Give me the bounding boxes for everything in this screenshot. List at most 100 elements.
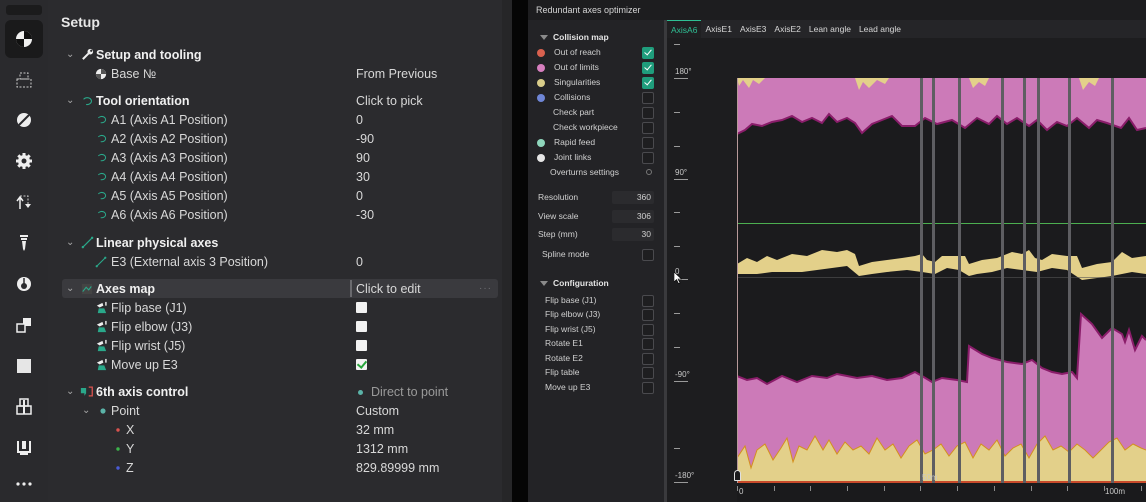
collision-map-plot[interactable] [737, 78, 1146, 483]
tab-axis-a6[interactable]: AxisA6 [667, 20, 702, 38]
cm-check-workpiece[interactable]: Check workpiece [528, 121, 664, 135]
tree-row-e3[interactable]: E3 (External axis 3 Position) 0 [48, 252, 502, 271]
a3-value[interactable]: 90 [356, 150, 370, 165]
flip-wrist-checkbox[interactable] [356, 340, 367, 351]
cm-check-part[interactable]: Check part [528, 106, 664, 120]
cfg-rotate-e2[interactable]: Rotate E2 [528, 352, 664, 366]
setup-scrollbar[interactable] [502, 0, 512, 502]
chevron-down-icon[interactable]: ⌄ [66, 236, 75, 248]
axes-map-value[interactable]: Click to edit [356, 281, 421, 296]
a5-value[interactable]: 0 [356, 188, 363, 203]
tree-row-a5[interactable]: A5 (Axis A5 Position) 0 [48, 186, 502, 205]
spline-mode-row[interactable]: Spline mode [528, 248, 664, 262]
point-value[interactable]: Custom [356, 403, 400, 418]
tool-orientation-value[interactable]: Click to pick [356, 93, 423, 108]
tree-section-setup-and-tooling[interactable]: ⌄ Setup and tooling [48, 45, 502, 64]
tab-lean-angle[interactable]: Lean angle [808, 24, 851, 34]
cm-singularities[interactable]: Singularities [528, 76, 664, 90]
tree-row-x[interactable]: X 32 mm [48, 420, 502, 439]
cfg-flip-table[interactable]: Flip table [528, 366, 664, 380]
copy-rail-button[interactable] [5, 306, 43, 344]
cfg-rotate-e1-checkbox[interactable] [642, 338, 654, 350]
tab-lead-angle[interactable]: Lead angle [858, 24, 902, 34]
cm-out-of-reach[interactable]: Out of reach [528, 46, 664, 60]
cfg-move-up-e3[interactable]: Move up E3 [528, 381, 664, 395]
gear-icon[interactable] [646, 169, 652, 175]
tree-row-point[interactable]: ⌄ Point Custom [48, 401, 502, 420]
tree-row-flip-elbow[interactable]: Flip elbow (J3) [48, 317, 502, 336]
a1-value[interactable]: 0 [356, 112, 363, 127]
cfg-flip-base-checkbox[interactable] [642, 295, 654, 307]
robot-rail-button[interactable] [5, 429, 43, 467]
chevron-down-icon[interactable]: ⌄ [66, 385, 75, 397]
check-workpiece-checkbox[interactable] [642, 122, 654, 134]
cfg-flip-wrist[interactable]: Flip wrist (J5) [528, 323, 664, 337]
cm-collisions[interactable]: Collisions [528, 91, 664, 105]
tree-section-tool-orientation[interactable]: ⌄ Tool orientation Click to pick [48, 91, 502, 110]
cm-out-of-limits[interactable]: Out of limits [528, 61, 664, 75]
view-scale-input[interactable]: 306 [612, 210, 654, 223]
sidebar-splitter[interactable] [664, 20, 667, 502]
move-up-e3-checkbox[interactable] [356, 359, 367, 370]
tree-section-6th-axis-control[interactable]: ⌄ 6th axis control Direct to point [48, 382, 502, 401]
link-rail-button[interactable] [5, 183, 43, 221]
x-value[interactable]: 32 mm [356, 422, 395, 437]
cm-joint-links[interactable]: Joint links [528, 151, 664, 165]
feed-rail-button[interactable] [5, 265, 43, 303]
tree-row-a2[interactable]: A2 (Axis A2 Position) -90 [48, 129, 502, 148]
cfg-rotate-e2-checkbox[interactable] [642, 353, 654, 365]
tab-axis-e1[interactable]: AxisE1 [705, 24, 732, 34]
resolution-input[interactable]: 360 [612, 191, 654, 204]
base-value[interactable]: From Previous [356, 66, 438, 81]
tool-rail-button[interactable] [5, 101, 43, 139]
singularities-checkbox[interactable] [642, 77, 654, 89]
tree-row-a6[interactable]: A6 (Axis A6 Position) -30 [48, 205, 502, 224]
collision-map-header[interactable]: Collision map [540, 32, 609, 42]
flip-elbow-checkbox[interactable] [356, 321, 367, 332]
e3-value[interactable]: 0 [356, 254, 363, 269]
chevron-down-icon[interactable]: ⌄ [66, 282, 75, 294]
chevron-down-icon[interactable]: ⌄ [66, 48, 75, 60]
cfg-flip-elbow[interactable]: Flip elbow (J3) [528, 308, 664, 322]
more-options-button[interactable]: ··· [479, 283, 492, 294]
tree-section-linear-axes[interactable]: ⌄ Linear physical axes [48, 233, 502, 252]
tree-row-a1[interactable]: A1 (Axis A1 Position) 0 [48, 110, 502, 129]
a2-value[interactable]: -90 [356, 131, 375, 146]
direct-to-point-value[interactable]: Direct to point [358, 385, 448, 399]
cfg-flip-base[interactable]: Flip base (J1) [528, 294, 664, 308]
a6-value[interactable]: -30 [356, 207, 375, 222]
rapid-feed-checkbox[interactable] [642, 137, 654, 149]
tree-row-move-up-e3[interactable]: Move up E3 [48, 355, 502, 374]
cm-rapid-feed[interactable]: Rapid feed [528, 136, 664, 150]
y-value[interactable]: 1312 mm [356, 441, 409, 456]
chevron-down-icon[interactable]: ⌄ [66, 94, 75, 106]
joint-links-checkbox[interactable] [642, 152, 654, 164]
chevron-down-icon[interactable]: ⌄ [82, 404, 91, 416]
spline-mode-checkbox[interactable] [642, 249, 654, 261]
tree-row-flip-base[interactable]: Flip base (J1) [48, 298, 502, 317]
tree-row-flip-wrist[interactable]: Flip wrist (J5) [48, 336, 502, 355]
tab-axis-e3[interactable]: AxisE3 [739, 24, 767, 34]
tree-row-a4[interactable]: A4 (Axis A4 Position) 30 [48, 167, 502, 186]
path-start-handle[interactable] [734, 470, 741, 481]
drill-rail-button[interactable] [5, 224, 43, 262]
cfg-flip-wrist-checkbox[interactable] [642, 324, 654, 336]
tree-section-axes-map[interactable]: ⌄ Axes map Click to edit ··· [62, 279, 498, 298]
setup-rail-button[interactable] [5, 20, 43, 58]
stock-rail-button[interactable] [5, 61, 43, 99]
tree-row-a3[interactable]: A3 (Axis A3 Position) 90 [48, 148, 502, 167]
tree-row-z[interactable]: Z 829.89999 mm [48, 458, 502, 477]
check-part-checkbox[interactable] [642, 107, 654, 119]
collisions-checkbox[interactable] [642, 92, 654, 104]
z-value[interactable]: 829.89999 mm [356, 460, 440, 475]
cfg-rotate-e1[interactable]: Rotate E1 [528, 337, 664, 351]
tree-row-y[interactable]: Y 1312 mm [48, 439, 502, 458]
tree-row-base[interactable]: Base № From Previous [48, 64, 502, 83]
cfg-flip-table-checkbox[interactable] [642, 367, 654, 379]
out-of-reach-checkbox[interactable] [642, 47, 654, 59]
more-rail-button[interactable] [5, 470, 43, 498]
cfg-flip-elbow-checkbox[interactable] [642, 309, 654, 321]
out-of-limits-checkbox[interactable] [642, 62, 654, 74]
a4-value[interactable]: 30 [356, 169, 370, 184]
settings-rail-button[interactable] [5, 142, 43, 180]
